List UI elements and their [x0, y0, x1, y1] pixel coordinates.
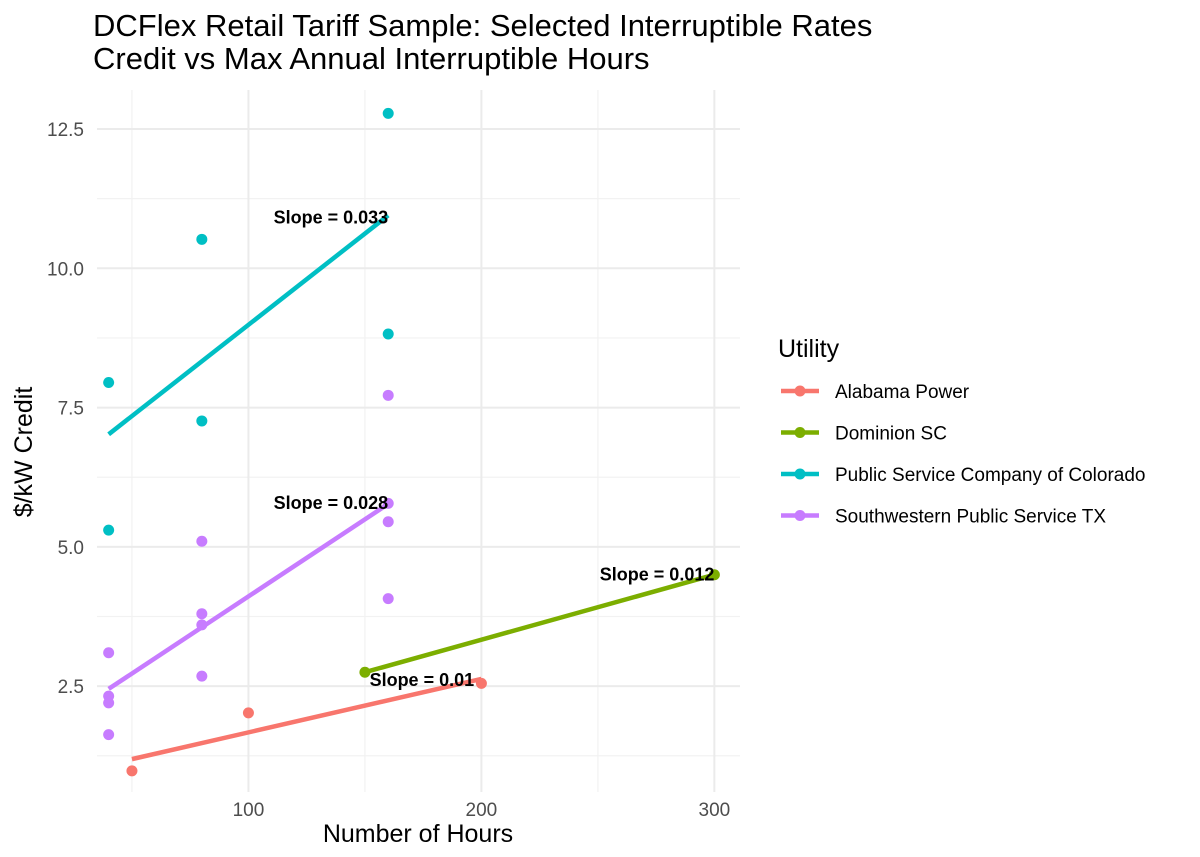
legend-label: Southwestern Public Service TX: [835, 507, 1106, 528]
data-point: [196, 619, 208, 631]
legend: Utility Alabama Power Dominion SC Public S…: [778, 335, 1146, 528]
slope-label: Slope = 0.012: [600, 564, 715, 584]
data-point: [382, 497, 394, 509]
data-point: [103, 524, 115, 536]
legend-label: Alabama Power: [835, 382, 970, 403]
slope-label: Slope = 0.033: [274, 208, 389, 228]
data-point: [382, 593, 394, 605]
legend-key-point: [794, 468, 806, 480]
x-tick-label: 200: [466, 800, 498, 821]
legend-title: Utility: [778, 335, 840, 363]
data-point: [382, 107, 394, 119]
data-point: [196, 535, 208, 547]
data-point: [103, 647, 115, 659]
chart-subtitle: Credit vs Max Annual Interruptible Hours: [93, 41, 650, 76]
y-tick-label: 5.0: [58, 538, 84, 559]
data-point: [103, 729, 115, 741]
fit-line: [131, 676, 482, 762]
data-point: [382, 516, 394, 528]
y-axis-title: $/kW Credit: [10, 387, 38, 518]
legend-key-point: [794, 510, 806, 521]
slope-label: Slope = 0.028: [274, 493, 389, 513]
fit-lines: [107, 213, 715, 762]
y-tick-label: 2.5: [58, 677, 84, 698]
data-point: [126, 765, 138, 777]
fit-line: [364, 572, 715, 675]
x-axis-title: Number of Hours: [323, 820, 513, 848]
data-points: [103, 107, 720, 777]
grid: [97, 90, 740, 792]
data-point: [359, 666, 371, 678]
y-tick-label: 12.5: [47, 120, 84, 141]
x-tick-label: 300: [699, 800, 731, 821]
legend-key-point: [794, 427, 806, 438]
y-tick-label: 10.0: [47, 259, 84, 280]
slope-label: Slope = 0.01: [370, 670, 475, 690]
slope-labels: Slope = 0.01 Slope = 0.012 Slope = 0.033 Sl…: [274, 208, 715, 690]
x-tick-label: 100: [233, 800, 265, 821]
data-point: [103, 377, 115, 388]
legend-label: Dominion SC: [835, 424, 947, 445]
tick-labels: 2.5 5.0 7.5 10.0 12.5 100 200 300: [47, 120, 730, 821]
data-point: [382, 328, 394, 340]
chart-title: DCFlex Retail Tariff Sample: Selected In…: [93, 8, 872, 43]
data-point: [196, 670, 208, 682]
y-tick-label: 7.5: [58, 399, 84, 420]
legend-key-point: [794, 385, 806, 397]
fit-line: [107, 213, 390, 437]
data-point: [242, 707, 254, 719]
data-point: [196, 233, 208, 245]
legend-label: Public Service Company of Colorado: [835, 465, 1146, 486]
data-point: [475, 677, 487, 689]
data-point: [382, 389, 394, 401]
data-point: [708, 569, 720, 581]
data-point: [196, 608, 208, 620]
data-point: [103, 697, 115, 709]
fit-line: [107, 502, 390, 691]
data-point: [196, 415, 208, 427]
